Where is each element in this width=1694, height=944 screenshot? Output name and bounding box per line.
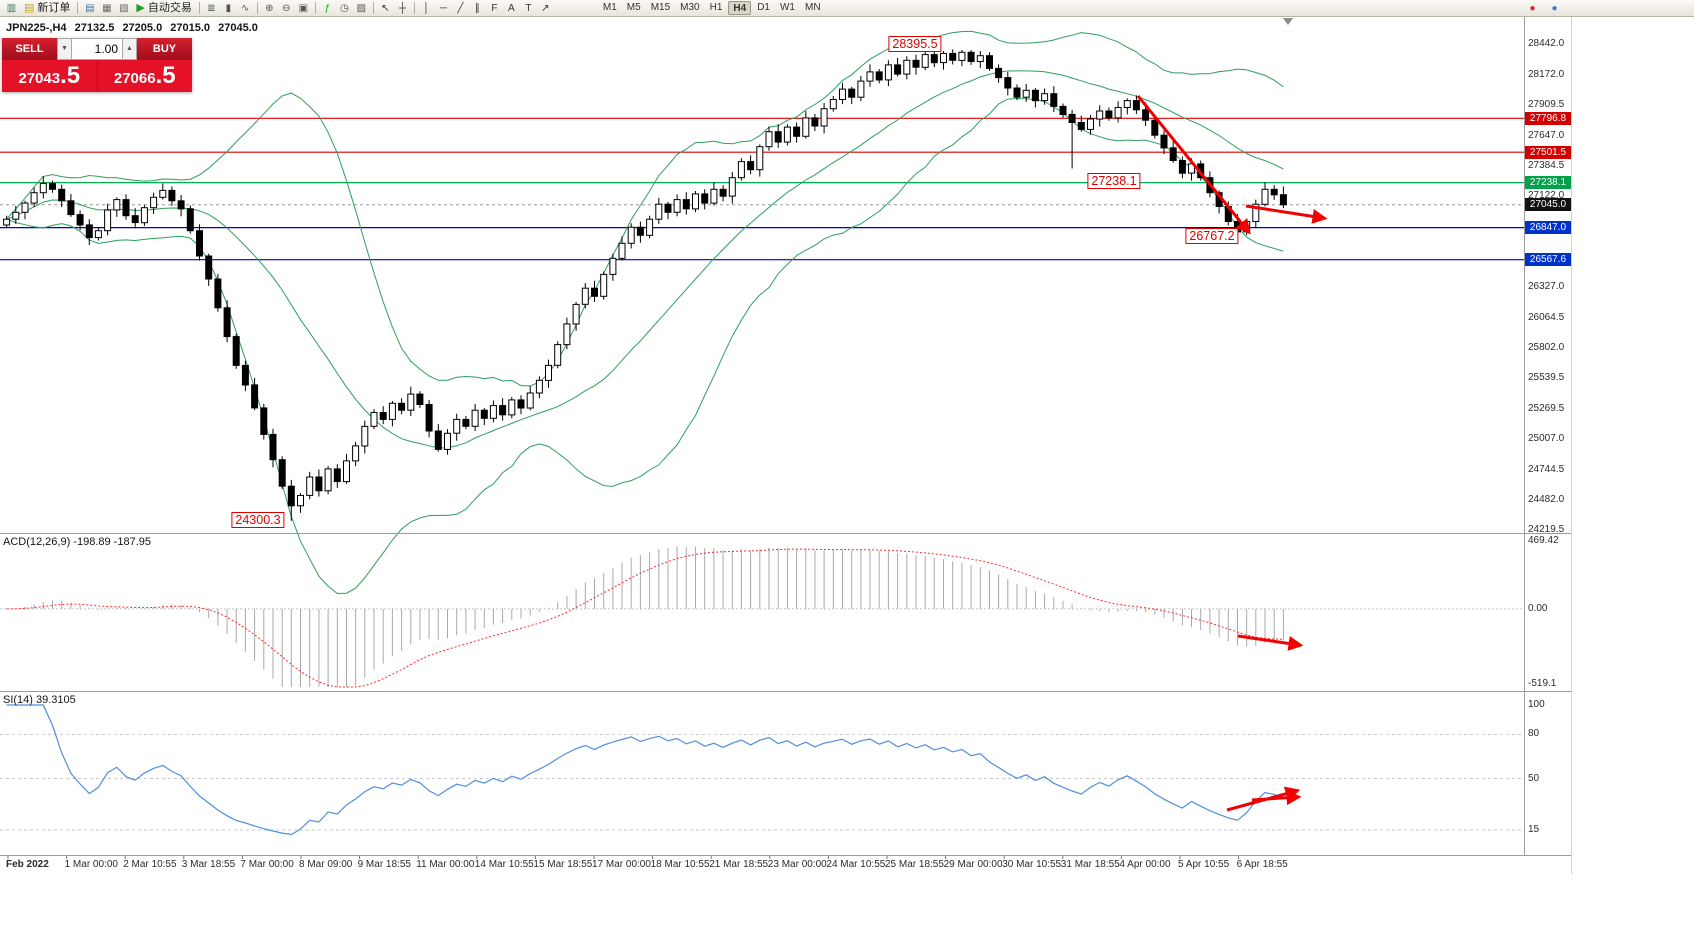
toolbar-separator — [198, 2, 200, 14]
indicators-icon[interactable]: ƒ — [324, 2, 331, 14]
timeframe-h4[interactable]: H4 — [728, 1, 752, 15]
data-window-icon[interactable]: ▦ — [102, 2, 112, 14]
rsi-line — [6, 704, 1284, 836]
arrows-icon[interactable]: ↗ — [541, 2, 550, 14]
one-click-trading-panel: SELL ▼ ▲ BUY 27043.5 27066.5 — [2, 38, 192, 92]
ohlc-close: 27045.0 — [218, 22, 258, 34]
periods-icon[interactable]: ◷ — [340, 2, 349, 14]
ohlc-high: 27205.0 — [122, 22, 163, 34]
timeframe-m30[interactable]: M30 — [680, 2, 700, 13]
channel-icon[interactable]: ∥ — [474, 2, 480, 14]
buy-button[interactable]: BUY — [137, 38, 192, 60]
timeframe-m15[interactable]: M15 — [650, 2, 671, 13]
market-watch-icon[interactable]: ▤ — [85, 2, 95, 14]
volume-input[interactable] — [72, 38, 122, 60]
trend-arrow[interactable] — [1245, 204, 1328, 224]
buy-price-base: 27066 — [113, 70, 156, 87]
crosshair-icon[interactable]: ┼ — [398, 2, 406, 14]
new-order-button-label: 新订单 — [37, 1, 71, 14]
text-label-icon[interactable]: T — [525, 2, 532, 14]
chart-shift-marker[interactable] — [1283, 18, 1293, 25]
zoom-in-icon[interactable]: ⊕ — [265, 2, 274, 14]
ohlc-open: 27132.5 — [74, 22, 115, 34]
volume-up-button[interactable]: ▲ — [122, 38, 137, 60]
toolbar-separator — [314, 2, 316, 14]
candlestick-chart-icon[interactable]: ▮ — [225, 2, 232, 14]
trend-arrow[interactable] — [1251, 790, 1302, 806]
timeframe-h1[interactable]: H1 — [709, 2, 723, 13]
timeframe-m5[interactable]: M5 — [626, 2, 641, 13]
toolbar-right-icons: ● ● — [1524, 1, 1563, 16]
sell-button[interactable]: SELL — [2, 38, 57, 60]
line-chart-icon[interactable]: ∿ — [241, 2, 250, 14]
new-order-button-icon: ▤ — [24, 1, 35, 14]
sell-price-base: 27043 — [18, 70, 61, 87]
cursor-icon[interactable]: ↖ — [381, 2, 390, 14]
timeframe-mn[interactable]: MN — [804, 2, 821, 13]
toolbar-separator — [413, 2, 415, 14]
bollinger-middle-band[interactable] — [6, 70, 1284, 449]
trend-arrow[interactable] — [1136, 95, 1251, 235]
ohlc-low: 27015.0 — [170, 22, 211, 34]
macd-signal-line — [6, 548, 1284, 688]
bollinger-lower-band[interactable] — [6, 97, 1284, 595]
bollinger-upper-band[interactable] — [6, 30, 1284, 387]
community-icon[interactable]: ● — [1529, 2, 1536, 14]
trendline-icon[interactable]: ╱ — [457, 2, 464, 14]
navigator-icon[interactable]: ▧ — [119, 2, 129, 14]
symbol-ohlc-info: JPN225-,H4 27132.5 27205.0 27015.0 27045… — [6, 22, 263, 34]
fibonacci-icon[interactable]: F — [491, 2, 498, 14]
horizontal-line-icon[interactable]: ─ — [439, 2, 447, 14]
buy-price-big: .5 — [155, 62, 176, 89]
chat-icon[interactable]: ● — [1551, 2, 1558, 14]
toolbar: ▥ ▤ 新订单 ▤ ▦ ▧ ▶ 自动交易 ≣ ▮ ∿ ⊕ ⊖ ▣ ƒ ◷ ▨ ↖ ┼ │ ─ ╱ ∥ F A T ↗ M1 M5 M15 M… — [0, 0, 1694, 17]
text-icon[interactable]: A — [508, 2, 515, 14]
auto-trading-button[interactable]: ▶ 自动交易 — [132, 1, 195, 16]
toolbar-separator — [256, 2, 258, 14]
sell-price-big: .5 — [60, 62, 81, 89]
toolbar-separator — [372, 2, 374, 14]
timeframe-w1[interactable]: W1 — [779, 2, 795, 13]
horizontal-lines-layer[interactable] — [0, 117, 1524, 261]
symbol-name: JPN225-,H4 — [6, 22, 67, 34]
trend-arrow[interactable] — [1237, 634, 1304, 651]
auto-trading-button-icon: ▶ — [136, 1, 145, 14]
sell-price-button[interactable]: 27043.5 — [2, 60, 98, 92]
timeframe-m1[interactable]: M1 — [602, 2, 617, 13]
tile-windows-icon[interactable]: ▣ — [298, 2, 309, 14]
macd-histogram — [15, 546, 1284, 687]
candles-layer — [3, 49, 1287, 521]
new-order-button[interactable]: ▤ 新订单 — [20, 1, 74, 16]
zoom-out-icon[interactable]: ⊖ — [282, 2, 291, 14]
templates-icon[interactable]: ▨ — [356, 2, 367, 14]
toolbar-separator — [77, 2, 79, 14]
volume-down-button[interactable]: ▼ — [57, 38, 72, 60]
timeframe-d1[interactable]: D1 — [757, 2, 770, 13]
buy-price-button[interactable]: 27066.5 — [98, 60, 193, 92]
bar-chart-icon[interactable]: ≣ — [207, 2, 216, 14]
vertical-line-icon[interactable]: │ — [423, 2, 430, 14]
new-chart-icon[interactable]: ▥ — [6, 2, 17, 14]
timeframe-toolbar: M1 M5 M15 M30 H1 H4 D1 W1 MN — [599, 1, 825, 15]
auto-trading-button-label: 自动交易 — [147, 1, 192, 14]
